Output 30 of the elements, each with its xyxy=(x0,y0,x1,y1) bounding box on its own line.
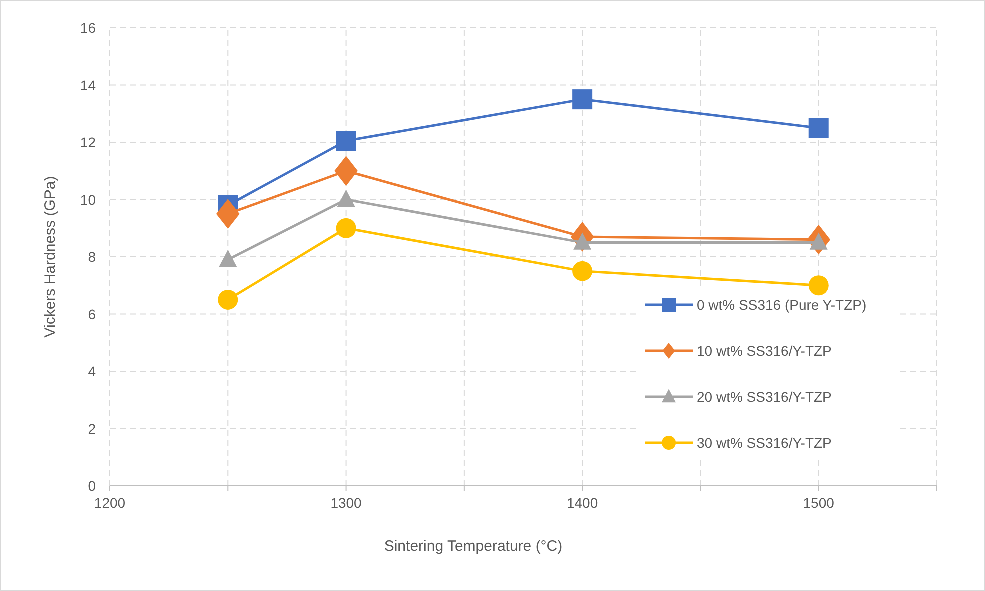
y-tick-label: 6 xyxy=(88,306,96,322)
point xyxy=(808,118,829,138)
point xyxy=(572,261,593,282)
legend-label: 10 wt% SS316/Y-TZP xyxy=(697,343,832,359)
point xyxy=(808,276,829,296)
y-tick-label: 12 xyxy=(80,134,96,150)
x-axis-title: Sintering Temperature (°C) xyxy=(384,538,563,555)
point xyxy=(572,90,593,110)
x-tick-label: 1500 xyxy=(803,495,835,511)
x-tick-label: 1300 xyxy=(330,495,362,511)
y-axis-title: Vickers Hardness (GPa) xyxy=(42,176,59,338)
legend-label: 0 wt% SS316 (Pure Y-TZP) xyxy=(697,297,867,313)
point xyxy=(336,218,356,238)
y-tick-label: 8 xyxy=(88,249,96,265)
y-tick-label: 10 xyxy=(80,192,96,208)
point xyxy=(219,250,238,268)
y-tick-label: 2 xyxy=(88,420,96,437)
y-tick-label: 4 xyxy=(88,364,96,380)
point xyxy=(337,190,356,207)
y-tick-label: 0 xyxy=(88,478,96,494)
legend-label: 30 wt% SS316/Y-TZP xyxy=(697,435,832,451)
x-tick-label: 1400 xyxy=(566,495,598,511)
y-tick-label: 14 xyxy=(80,77,96,94)
point xyxy=(216,199,240,230)
point xyxy=(218,290,238,310)
point xyxy=(334,156,358,186)
legend-label: 20 wt% SS316/Y-TZP xyxy=(697,389,832,405)
x-tick-label: 1200 xyxy=(94,495,126,511)
y-tick-label: 16 xyxy=(80,20,96,36)
point xyxy=(336,131,356,152)
